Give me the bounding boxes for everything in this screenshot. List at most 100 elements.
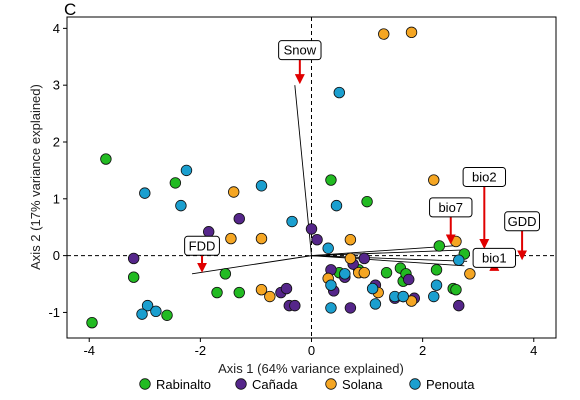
point-penouta xyxy=(286,215,298,228)
y-tick-label: 2 xyxy=(53,134,60,149)
label-text: GDD xyxy=(508,214,537,229)
point-rabinalto xyxy=(211,286,223,299)
data-points xyxy=(86,26,476,329)
point-solana xyxy=(228,186,240,198)
point-penouta xyxy=(333,86,345,99)
x-tick-label: 4 xyxy=(530,343,537,358)
legend-label: Cañada xyxy=(252,377,298,392)
point-rabinalto xyxy=(100,153,112,165)
y-tick-label: -1 xyxy=(48,305,60,320)
loading-vector-bio1 xyxy=(311,255,465,267)
point-penouta xyxy=(150,305,162,317)
legend-item: Penouta xyxy=(409,377,475,392)
y-axis-title: Axis 2 (17% variance explained) xyxy=(28,84,43,270)
point-penouta xyxy=(325,279,337,291)
point-canada xyxy=(453,299,465,312)
label-box xyxy=(462,166,507,187)
legend-item: Cañada xyxy=(235,377,298,392)
point-rabinalto xyxy=(169,177,182,189)
label-box xyxy=(278,40,322,61)
point-penouta xyxy=(325,302,337,314)
y-tick-label: 4 xyxy=(53,21,60,36)
axis-ticks: -4 -2 0 2 4 -1 0 1 2 3 4 xyxy=(48,21,537,358)
point-canada xyxy=(311,234,323,246)
point-penouta xyxy=(453,254,465,266)
legend-swatch xyxy=(325,378,337,390)
label-box xyxy=(429,197,473,218)
point-solana xyxy=(378,28,390,40)
label-text: bio7 xyxy=(438,200,463,215)
point-solana xyxy=(255,232,268,245)
point-rabinalto xyxy=(380,266,393,279)
point-solana xyxy=(344,252,357,265)
point-penouta xyxy=(175,199,187,212)
point-canada xyxy=(202,226,215,238)
point-solana xyxy=(405,26,418,39)
label-text: Snow xyxy=(284,43,317,58)
y-tick-label: 1 xyxy=(53,191,60,206)
label-text: bio2 xyxy=(472,169,497,184)
point-rabinalto xyxy=(361,195,373,208)
point-canada xyxy=(233,212,245,225)
point-solana xyxy=(264,290,276,303)
legend-swatch xyxy=(139,378,151,390)
point-penouta xyxy=(369,298,382,310)
point-penouta xyxy=(180,164,193,177)
point-penouta xyxy=(139,187,151,199)
label-box xyxy=(184,235,220,256)
loading-label-bio1: bio1 xyxy=(472,247,517,271)
point-solana xyxy=(428,174,440,186)
point-rabinalto xyxy=(430,264,443,276)
loading-vectors xyxy=(191,85,468,275)
point-canada xyxy=(127,252,140,265)
point-solana xyxy=(225,232,237,245)
loading-vector-gdd xyxy=(311,255,468,262)
legend-label: Rabinalto xyxy=(156,377,211,392)
point-penouta xyxy=(339,268,351,280)
point-rabinalto xyxy=(127,271,140,283)
panel-label: C xyxy=(64,0,76,19)
label-box xyxy=(504,211,540,232)
point-rabinalto xyxy=(325,174,337,186)
legend-label: Penouta xyxy=(426,377,475,392)
point-penouta xyxy=(430,279,443,291)
point-rabinalto xyxy=(161,309,173,321)
point-rabinalto xyxy=(433,240,446,252)
point-solana xyxy=(358,266,370,279)
point-penouta xyxy=(141,299,154,312)
point-rabinalto xyxy=(219,268,232,280)
point-penouta xyxy=(322,242,334,254)
x-axis-title: Axis 1 (64% variance explained) xyxy=(218,361,404,376)
point-solana xyxy=(450,235,462,248)
point-penouta xyxy=(136,308,148,320)
label-text: FDD xyxy=(189,238,216,253)
legend-item: Rabinalto xyxy=(139,377,211,392)
point-penouta xyxy=(366,282,379,295)
point-rabinalto xyxy=(233,286,245,299)
point-canada xyxy=(305,223,318,235)
x-tick-label: -2 xyxy=(195,343,207,358)
point-penouta xyxy=(330,199,343,212)
point-solana xyxy=(464,268,476,280)
point-penouta xyxy=(397,290,409,303)
x-tick-label: 2 xyxy=(419,343,426,358)
legend-swatch xyxy=(235,378,247,390)
label-box xyxy=(472,247,517,268)
loading-vector-fdd xyxy=(191,255,312,275)
legend-item: Solana xyxy=(325,377,383,392)
legend-label: Solana xyxy=(342,377,383,392)
point-penouta xyxy=(255,180,268,192)
loading-label-bio2: bio2 xyxy=(462,166,507,249)
loading-label-fdd: FDD xyxy=(184,235,220,273)
point-canada xyxy=(403,273,415,286)
loading-label-bio7: bio7 xyxy=(429,197,473,245)
point-rabinalto xyxy=(450,284,462,296)
point-solana xyxy=(255,284,268,296)
loading-label-snow: Snow xyxy=(278,40,322,85)
point-solana xyxy=(344,234,357,246)
point-penouta xyxy=(428,290,440,303)
x-tick-label: -4 xyxy=(83,343,95,358)
point-canada xyxy=(280,282,293,295)
x-tick-label: 0 xyxy=(308,343,315,358)
